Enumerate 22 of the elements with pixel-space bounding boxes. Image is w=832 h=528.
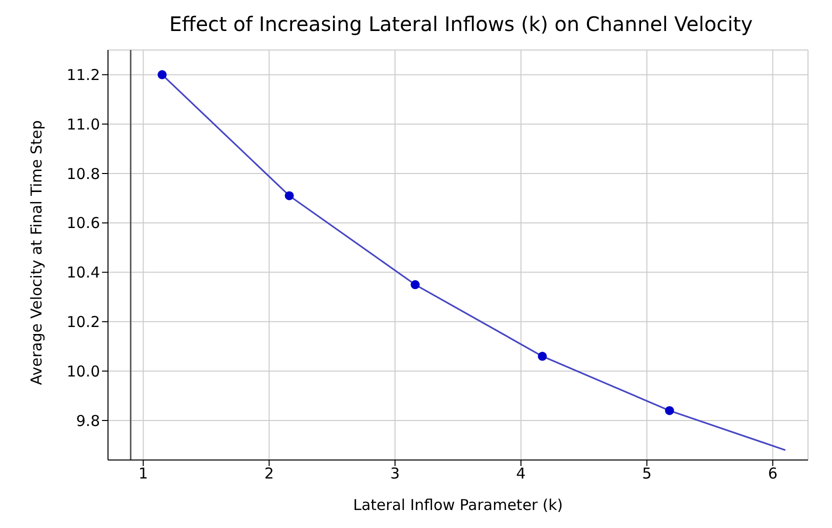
y-tick-label: 10.4 (66, 264, 100, 282)
y-tick-label: 10.2 (66, 313, 100, 332)
point (284, 191, 294, 200)
point (158, 70, 167, 80)
y-tick-label: 10.0 (66, 362, 100, 380)
x-tick-label: 6 (768, 464, 778, 483)
y-tick-label: 10.6 (66, 214, 100, 232)
x-axis-title: Lateral Inflow Parameter (k) (353, 496, 563, 514)
point (410, 280, 420, 290)
x-tick-label: 5 (642, 464, 652, 483)
y-tick-label: 10.8 (66, 164, 100, 183)
x-tick-label: 2 (264, 464, 274, 483)
point (664, 406, 674, 416)
y-tick-label: 9.8 (76, 412, 100, 430)
y-tick-label: 11.0 (66, 115, 100, 134)
x-tick-label: 4 (516, 464, 526, 483)
y-axis-title: Average Velocity at Final Time Step (27, 120, 46, 385)
chart-title: Effect of Increasing Lateral Inflows (k) on Channel Velocity (168, 11, 754, 38)
y-tick-label: 11.2 (66, 66, 100, 84)
x-tick-label: 1 (138, 464, 148, 483)
point (538, 352, 547, 361)
x-tick-label: 3 (390, 464, 400, 483)
